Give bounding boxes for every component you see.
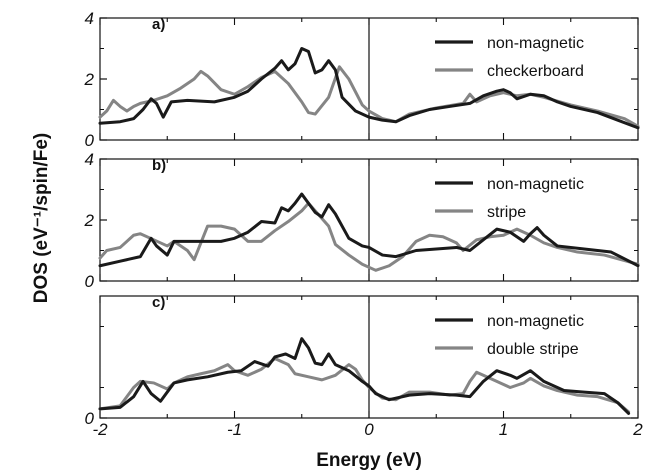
series-line-double-stripe bbox=[98, 357, 631, 414]
y-tick-label: 2 bbox=[84, 70, 95, 89]
legend-label: non-magnetic bbox=[487, 313, 584, 330]
series-line-non-magnetic bbox=[98, 337, 631, 415]
x-tick-label: 1 bbox=[499, 420, 508, 439]
legend-label: stripe bbox=[487, 204, 526, 221]
y-tick-label: 0 bbox=[85, 272, 95, 291]
legend-label: non-magnetic bbox=[487, 35, 584, 52]
y-tick-label: 2 bbox=[84, 211, 95, 230]
x-tick-label: -2 bbox=[92, 420, 108, 439]
x-axis-title: Energy (eV) bbox=[316, 450, 422, 471]
legend-label: checkerboard bbox=[487, 63, 584, 80]
panel-label: c) bbox=[152, 294, 165, 311]
x-tick-label: 2 bbox=[632, 420, 643, 439]
y-tick-label: 4 bbox=[85, 150, 94, 169]
x-tick-label: 0 bbox=[364, 420, 374, 439]
panel-label: a) bbox=[152, 16, 165, 33]
series-line-non-magnetic bbox=[98, 47, 640, 130]
legend-label: non-magnetic bbox=[487, 176, 584, 193]
y-axis-title: DOS (eV⁻¹/spin/Fe) bbox=[31, 133, 52, 304]
y-tick-label: 0 bbox=[85, 409, 95, 428]
series-line-non-magnetic bbox=[98, 192, 640, 268]
legend-label: double stripe bbox=[487, 341, 579, 358]
x-tick-label: -1 bbox=[227, 420, 242, 439]
panel-label: b) bbox=[152, 157, 166, 174]
y-tick-label: 4 bbox=[85, 9, 94, 28]
y-tick-label: 0 bbox=[85, 131, 95, 150]
